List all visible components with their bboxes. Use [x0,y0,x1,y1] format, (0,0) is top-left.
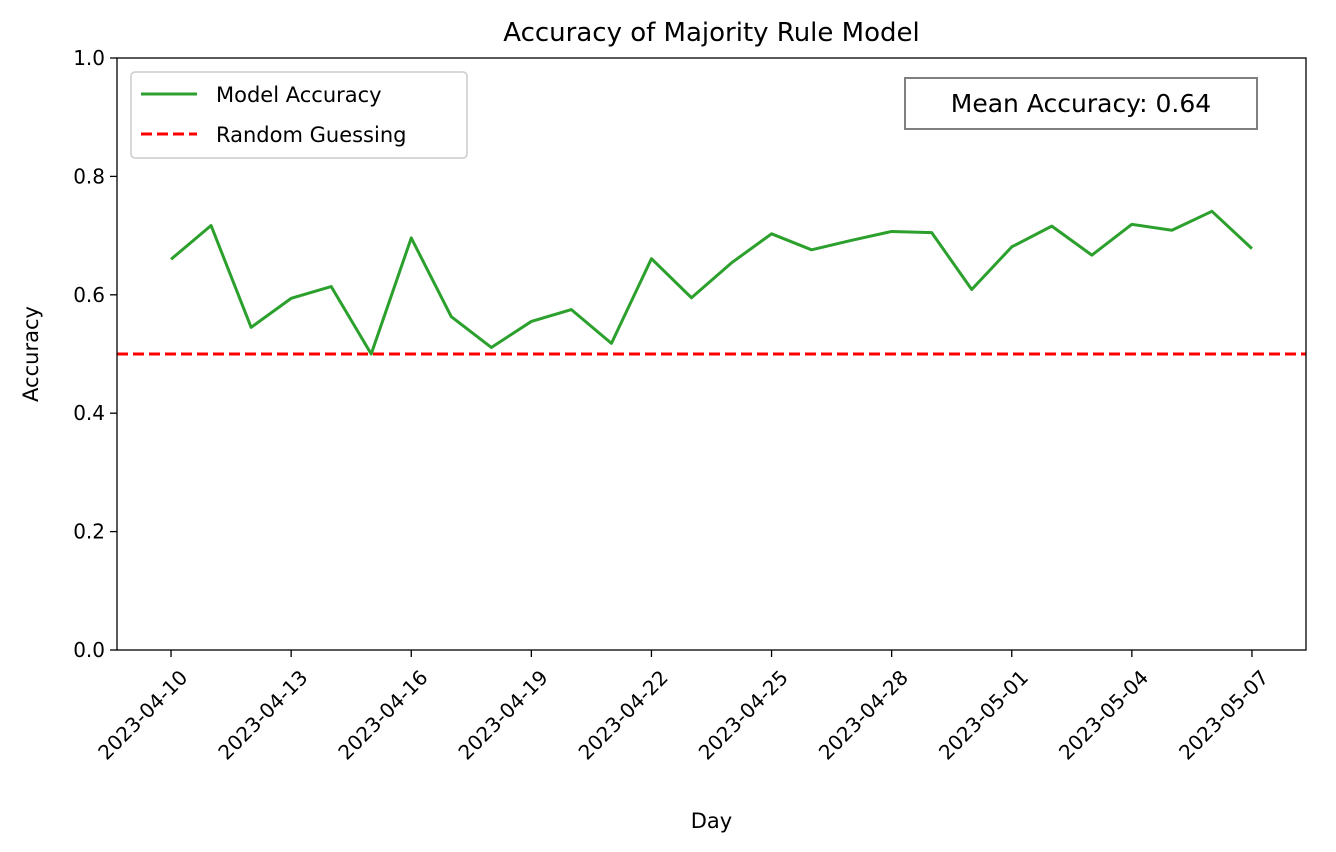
x-tick-label: 2023-04-25 [694,665,793,764]
y-tick-label: 0.4 [73,401,105,425]
axes-frame [116,57,1307,651]
x-axis-title: Day [691,809,732,833]
legend-box [130,71,468,159]
legend-model-accuracy-label: Model Accuracy [216,83,382,107]
x-axis: 2023-04-10 2023-04-13 2023-04-16 2023-04-19… [93,650,1273,764]
y-axis: 0.0 0.2 0.4 0.6 0.8 1.0 [73,46,117,662]
x-tick-label: 2023-04-22 [574,665,673,764]
annotation-box [904,77,1258,130]
x-tick-label: 2023-05-01 [934,665,1033,764]
model-accuracy-line [170,209,1253,356]
legend: Model Accuracy Random Guessing [130,71,468,159]
y-tick-label: 0.8 [73,164,105,188]
legend-random-guessing-label: Random Guessing [216,123,406,147]
y-tick-label: 1.0 [73,46,105,70]
x-tick-label: 2023-04-13 [213,665,312,764]
annotation-text: Mean Accuracy: 0.64 [951,89,1211,118]
plot-area [116,57,1307,651]
chart-title: Accuracy of Majority Rule Model [503,18,919,48]
y-axis-title: Accuracy [19,306,43,402]
y-tick-label: 0.0 [73,638,105,662]
x-tick-label: 2023-04-16 [333,665,432,764]
x-tick-label: 2023-04-19 [453,665,552,764]
x-tick-label: 2023-05-04 [1054,665,1153,764]
y-tick-label: 0.2 [73,520,105,544]
y-tick-label: 0.6 [73,283,105,307]
mean-accuracy-annotation: Mean Accuracy: 0.64 [904,77,1258,130]
x-tick-label: 2023-04-10 [93,665,192,764]
x-tick-label: 2023-04-28 [814,665,913,764]
x-tick-label: 2023-05-07 [1174,665,1273,764]
